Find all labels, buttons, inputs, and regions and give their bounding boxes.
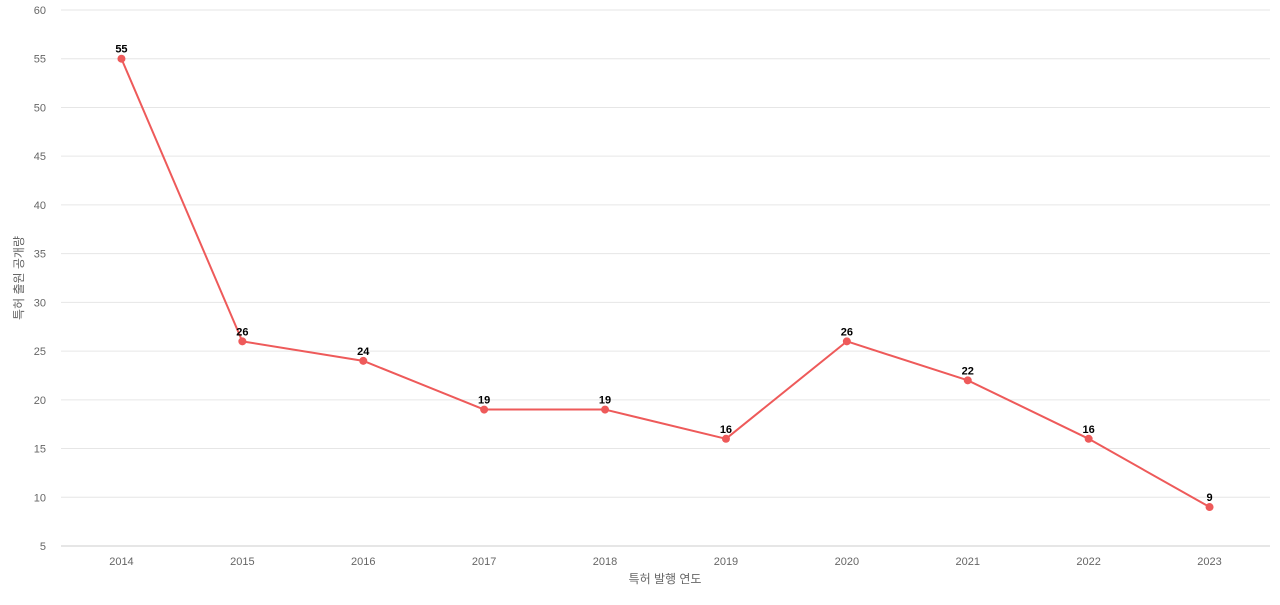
data-point <box>359 356 368 365</box>
series-layer <box>117 54 1214 512</box>
data-label: 19 <box>478 395 490 407</box>
x-tick-label: 2023 <box>1197 556 1221 568</box>
y-tick-label: 30 <box>34 297 46 309</box>
y-tick-label: 25 <box>34 346 46 358</box>
data-label: 24 <box>357 346 370 358</box>
x-tick-label: 2014 <box>109 556 133 568</box>
x-tick-label: 2016 <box>351 556 375 568</box>
data-point <box>480 405 489 414</box>
y-tick-label: 45 <box>34 151 46 163</box>
x-tick-label: 2017 <box>472 556 496 568</box>
y-tick-label: 20 <box>34 395 46 407</box>
y-axis-ticks: 5 10 15 20 25 30 35 40 45 50 55 60 <box>34 5 46 553</box>
data-label: 16 <box>720 424 732 436</box>
y-tick-label: 5 <box>40 541 46 553</box>
data-point <box>1205 503 1214 512</box>
grid-layer <box>61 9 1270 547</box>
data-label: 55 <box>115 44 127 56</box>
data-label: 16 <box>1083 424 1095 436</box>
y-tick-label: 10 <box>34 492 46 504</box>
data-label: 26 <box>236 326 248 338</box>
data-label-layer: 55 26 24 19 19 16 26 22 16 9 <box>115 44 1212 504</box>
data-point <box>601 405 610 414</box>
x-tick-label: 2018 <box>593 556 617 568</box>
x-tick-label: 2019 <box>714 556 738 568</box>
y-tick-label: 55 <box>34 54 46 66</box>
data-label: 22 <box>962 365 974 377</box>
x-tick-label: 2020 <box>835 556 859 568</box>
y-tick-label: 60 <box>34 5 46 17</box>
data-label: 9 <box>1206 492 1212 504</box>
y-tick-label: 50 <box>34 102 46 114</box>
data-point <box>842 337 851 346</box>
data-point <box>1084 434 1093 443</box>
y-axis-title: 특허 출원 공개량 <box>12 236 26 320</box>
x-tick-label: 2021 <box>956 556 980 568</box>
data-point <box>721 434 730 443</box>
y-tick-label: 15 <box>34 444 46 456</box>
x-axis-title: 특허 발행 연도 <box>629 571 702 586</box>
y-tick-label: 40 <box>34 200 46 212</box>
x-tick-label: 2015 <box>230 556 254 568</box>
x-tick-label: 2022 <box>1076 556 1100 568</box>
y-tick-label: 35 <box>34 249 46 261</box>
data-label: 19 <box>599 395 611 407</box>
x-axis-ticks: 2014 2015 2016 2017 2018 2019 2020 2021 2022 2023 <box>109 556 1222 568</box>
data-point <box>117 54 126 63</box>
data-point <box>963 376 972 385</box>
series-line <box>120 58 1211 508</box>
data-label: 26 <box>841 326 853 338</box>
data-point <box>238 337 247 346</box>
